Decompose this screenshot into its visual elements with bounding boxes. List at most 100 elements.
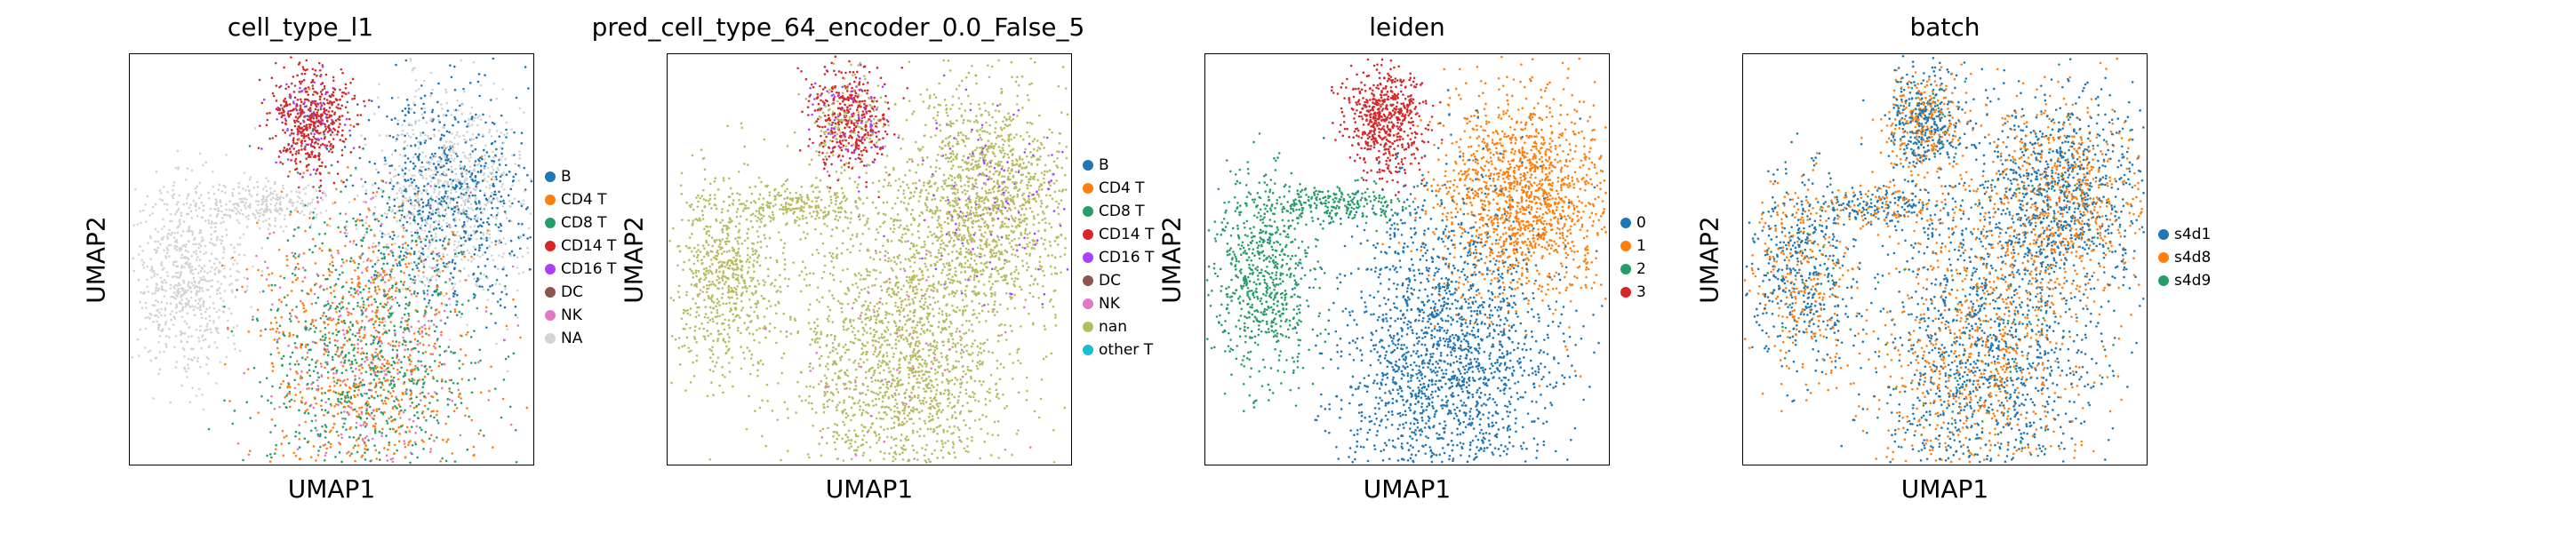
scatter-point	[463, 138, 467, 141]
scatter-point	[322, 274, 325, 277]
scatter-point	[470, 255, 473, 259]
scatter-point	[340, 402, 343, 405]
scatter-point	[236, 243, 239, 246]
scatter-point	[412, 218, 416, 220]
scatter-point	[180, 287, 183, 290]
scatter-point	[442, 261, 445, 265]
scatter-point	[452, 410, 456, 413]
scatter-point	[398, 187, 402, 190]
scatter-point	[189, 358, 193, 361]
scatter-point	[436, 160, 439, 163]
scatter-point	[267, 227, 270, 231]
scatter-point	[350, 281, 354, 284]
scatter-point	[268, 460, 272, 463]
scatter-point	[460, 203, 463, 207]
scatter-point	[136, 223, 140, 226]
scatter-point	[222, 245, 225, 249]
scatter-point	[519, 336, 522, 339]
scatter-point	[420, 161, 424, 164]
scatter-point	[172, 285, 175, 289]
scatter-point	[397, 189, 401, 192]
scatter-point	[369, 318, 372, 321]
scatter-point	[479, 189, 482, 193]
scatter-point	[203, 270, 206, 273]
scatter-point	[324, 436, 327, 439]
scatter-point	[420, 165, 422, 169]
scatter-point	[453, 403, 457, 406]
scatter-point	[446, 266, 450, 268]
scatter-point	[234, 202, 236, 205]
scatter-point	[213, 207, 216, 211]
scatter-point	[335, 310, 338, 314]
scatter-point	[143, 346, 147, 349]
scatter-point	[332, 138, 335, 140]
scatter-point	[436, 171, 439, 174]
scatter-point	[151, 304, 155, 306]
scatter-point	[481, 179, 484, 182]
scatter-point	[872, 109, 876, 112]
scatter-point	[169, 313, 172, 316]
scatter-point	[160, 285, 164, 288]
scatter-point	[386, 273, 388, 276]
scatter-point	[324, 125, 327, 128]
scatter-point	[189, 203, 192, 206]
scatter-point	[212, 243, 215, 247]
scatter-point	[332, 91, 335, 94]
scatter-point	[288, 147, 292, 150]
scatter-point	[397, 288, 401, 291]
scatter-point	[458, 393, 461, 396]
scatter-point	[475, 136, 478, 139]
scatter-point	[426, 293, 429, 296]
scatter-point	[427, 372, 429, 376]
scatter-point	[465, 191, 468, 195]
scatter-point	[432, 345, 436, 348]
scatter-point	[265, 199, 268, 203]
scatter-point	[207, 346, 211, 349]
scatter-point	[327, 302, 330, 306]
scatter-point	[354, 269, 356, 272]
scatter-point	[249, 176, 252, 179]
scatter-point	[408, 185, 411, 187]
scatter-point	[393, 234, 396, 237]
scatter-point	[448, 131, 451, 134]
scatter-point	[362, 147, 364, 150]
scatter-point	[290, 190, 293, 193]
scatter-point	[376, 256, 379, 259]
scatter-point	[444, 350, 446, 353]
scatter-point	[262, 197, 265, 200]
scatter-point	[526, 246, 529, 250]
scatter-point	[364, 143, 367, 146]
scatter-point	[376, 271, 380, 274]
scatter-point	[404, 442, 406, 445]
scatter-point	[201, 236, 204, 239]
scatter-point	[259, 290, 261, 294]
scatter-point	[384, 396, 388, 400]
scatter-point	[522, 234, 525, 237]
scatter-point	[428, 230, 431, 234]
scatter-point	[275, 197, 277, 201]
scatter-point	[360, 309, 363, 312]
scatter-point	[331, 260, 334, 264]
scatter-point	[483, 172, 486, 175]
scatter-point	[187, 282, 190, 286]
scatter-point	[337, 403, 340, 406]
scatter-point	[308, 126, 312, 130]
scatter-point	[409, 277, 412, 281]
scatter-point	[391, 460, 395, 464]
scatter-point	[479, 429, 482, 432]
scatter-point	[404, 251, 407, 254]
scatter-point	[185, 290, 188, 294]
scatter-point	[405, 369, 409, 371]
scatter-point	[404, 263, 407, 266]
scatter-point	[848, 60, 851, 63]
scatter-point	[396, 219, 398, 223]
scatter-point	[317, 158, 321, 161]
scatter-point	[437, 147, 441, 149]
scatter-point	[289, 213, 292, 216]
scatter-point	[435, 235, 437, 238]
scatter-point	[163, 203, 166, 205]
scatter-point	[451, 282, 453, 285]
scatter-point	[413, 275, 416, 278]
scatter-point	[161, 280, 164, 283]
scatter-point	[883, 123, 886, 126]
